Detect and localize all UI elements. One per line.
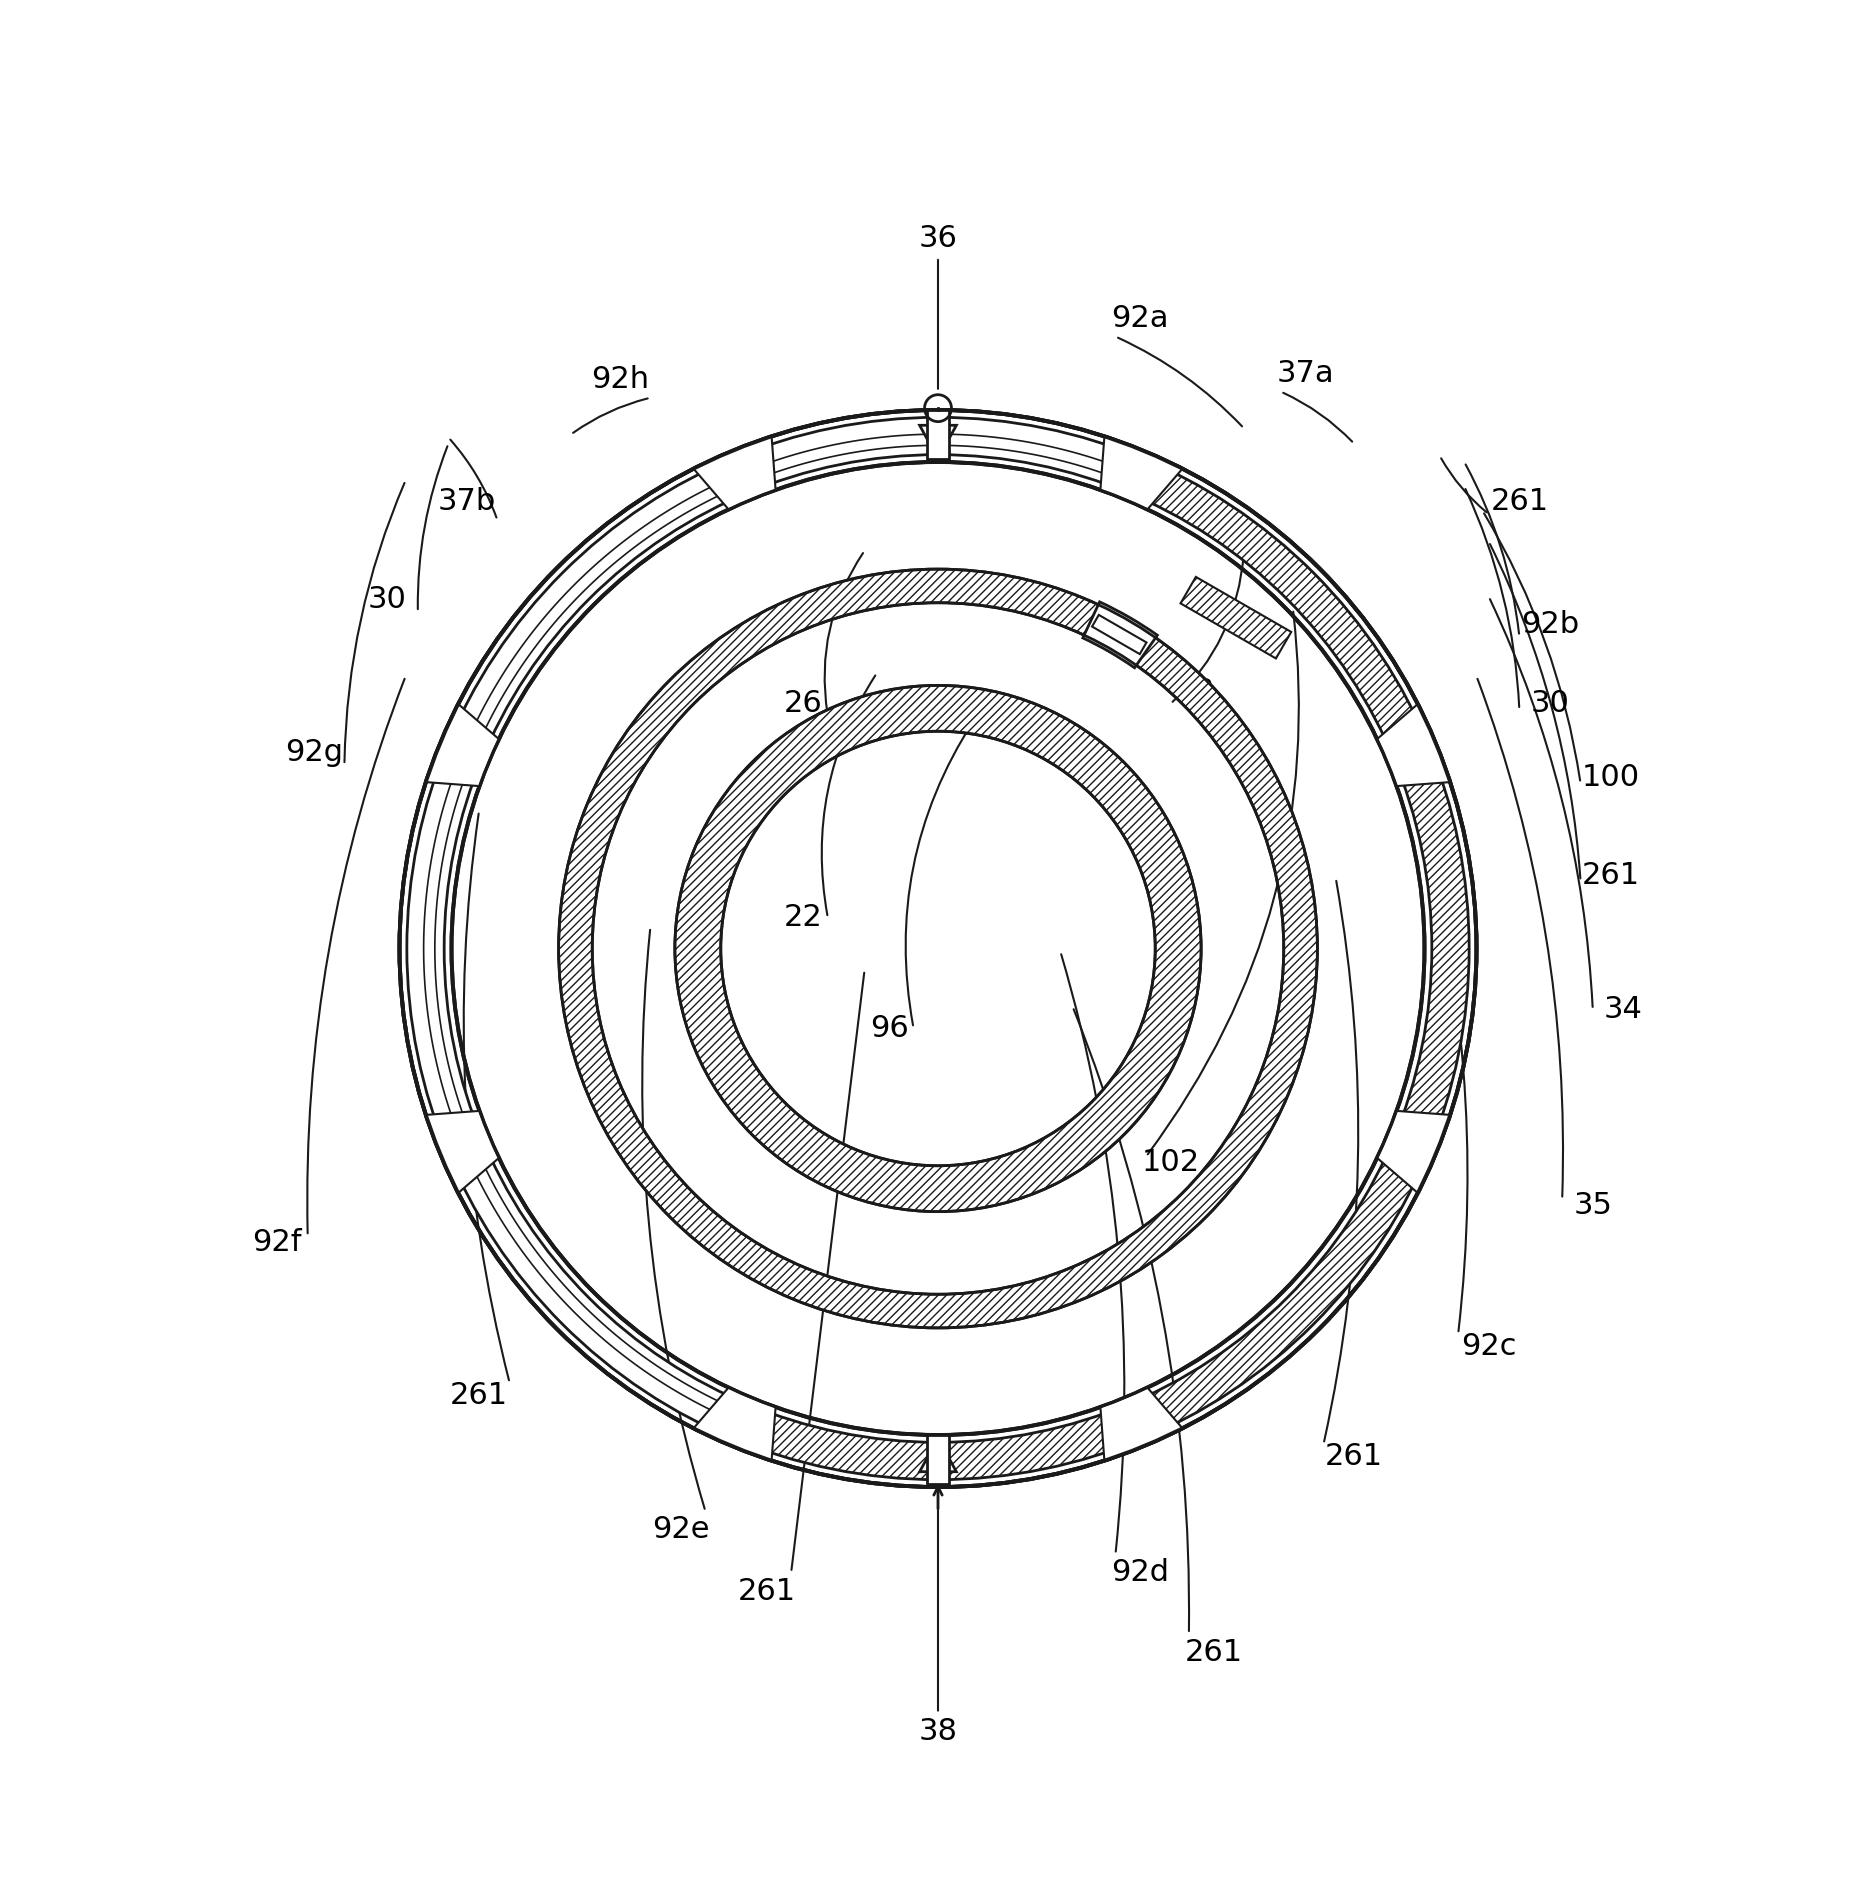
Text: 26: 26 bbox=[784, 689, 824, 719]
Wedge shape bbox=[407, 742, 484, 1155]
Polygon shape bbox=[426, 704, 499, 785]
Wedge shape bbox=[1082, 601, 1157, 668]
Wedge shape bbox=[1392, 742, 1469, 1155]
Text: 92e: 92e bbox=[653, 1516, 709, 1544]
Polygon shape bbox=[919, 425, 957, 459]
Text: 96: 96 bbox=[870, 1013, 908, 1043]
Bar bbox=[927, 410, 949, 459]
Wedge shape bbox=[730, 1404, 1146, 1480]
Text: 100: 100 bbox=[1581, 763, 1640, 791]
Wedge shape bbox=[400, 410, 1476, 1487]
Wedge shape bbox=[675, 685, 1201, 1212]
Text: 36: 36 bbox=[919, 224, 957, 252]
Text: 38: 38 bbox=[919, 1717, 957, 1747]
Text: 261: 261 bbox=[1324, 1442, 1383, 1470]
Polygon shape bbox=[1092, 615, 1146, 654]
Polygon shape bbox=[919, 1438, 957, 1472]
Polygon shape bbox=[1377, 704, 1450, 785]
Text: 35: 35 bbox=[1574, 1191, 1611, 1220]
Polygon shape bbox=[1377, 1112, 1450, 1193]
Wedge shape bbox=[445, 1134, 752, 1442]
Wedge shape bbox=[730, 417, 1146, 493]
Text: 261: 261 bbox=[1581, 861, 1640, 890]
Wedge shape bbox=[559, 569, 1317, 1328]
Text: 92a: 92a bbox=[1111, 304, 1169, 332]
Polygon shape bbox=[694, 436, 775, 510]
Bar bbox=[927, 1434, 949, 1483]
Text: 92d: 92d bbox=[1111, 1557, 1169, 1588]
Text: 261: 261 bbox=[1490, 488, 1548, 516]
Text: 92h: 92h bbox=[591, 364, 649, 395]
Text: 92g: 92g bbox=[285, 738, 343, 766]
Text: 92f: 92f bbox=[253, 1227, 302, 1256]
Text: 22: 22 bbox=[784, 903, 824, 933]
Polygon shape bbox=[694, 1387, 775, 1461]
Text: 261: 261 bbox=[737, 1576, 795, 1605]
Text: 92c: 92c bbox=[1461, 1332, 1516, 1360]
Text: 261: 261 bbox=[1184, 1637, 1242, 1667]
Polygon shape bbox=[1101, 1387, 1182, 1461]
Wedge shape bbox=[445, 455, 752, 763]
Text: 30: 30 bbox=[1531, 689, 1570, 719]
Polygon shape bbox=[426, 1112, 499, 1193]
Text: 261: 261 bbox=[450, 1381, 508, 1409]
Polygon shape bbox=[1101, 436, 1182, 510]
Text: 102: 102 bbox=[1141, 1148, 1199, 1178]
Text: 37b: 37b bbox=[437, 488, 495, 516]
Text: 92b: 92b bbox=[1521, 609, 1580, 639]
Text: 34: 34 bbox=[1604, 996, 1643, 1024]
Wedge shape bbox=[1124, 1134, 1431, 1442]
Text: 30: 30 bbox=[368, 584, 407, 615]
Wedge shape bbox=[1124, 455, 1431, 763]
Text: 98: 98 bbox=[1176, 677, 1214, 706]
Text: 37a: 37a bbox=[1276, 359, 1334, 387]
Polygon shape bbox=[1180, 577, 1291, 658]
